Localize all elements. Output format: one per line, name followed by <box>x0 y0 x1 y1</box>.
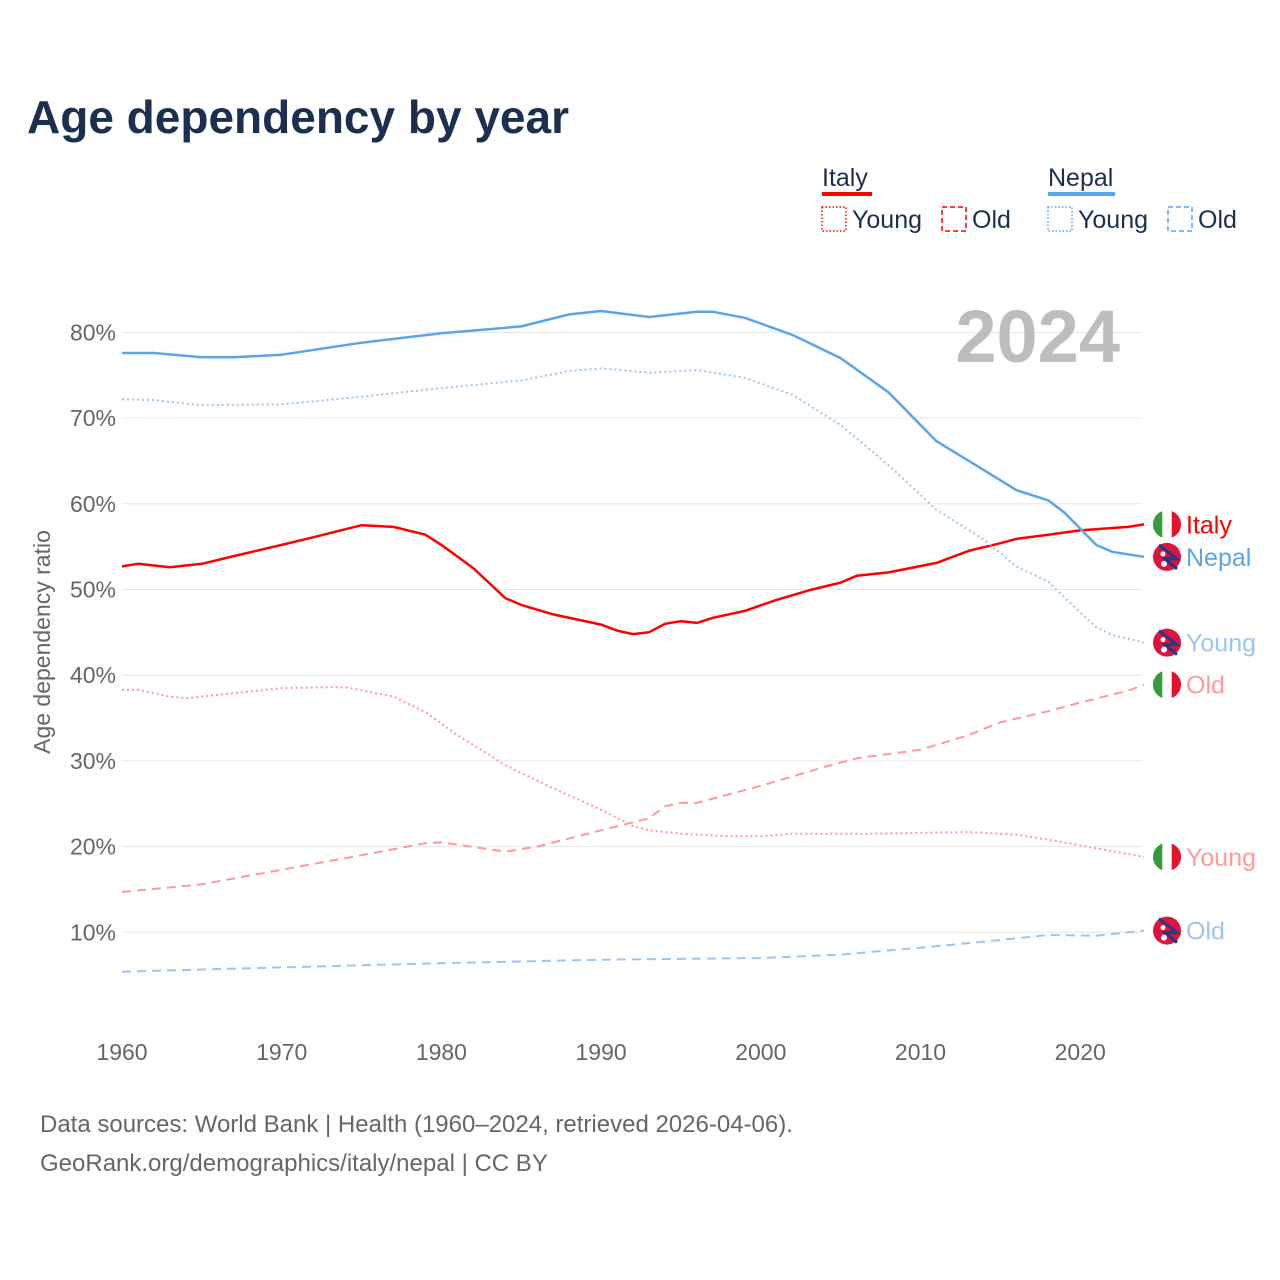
y-tick-label: 20% <box>70 834 116 860</box>
end-label-nepal-old: Old <box>1186 918 1225 946</box>
legend-swatch-young <box>1047 206 1073 232</box>
end-label-italy-old: Old <box>1186 672 1225 700</box>
end-label-italy: Italy <box>1186 511 1232 539</box>
legend-item-italy-old[interactable]: Old <box>972 206 1011 234</box>
series-line-nepal[interactable] <box>122 309 1145 559</box>
x-tick-label: 1970 <box>256 1039 307 1065</box>
y-tick-label: 40% <box>70 662 116 688</box>
x-tick-label: 2010 <box>895 1039 946 1065</box>
legend-item-nepal-young[interactable]: Young <box>1078 206 1148 234</box>
legend-swatch-old <box>1167 206 1193 232</box>
y-tick-label: 10% <box>70 919 116 945</box>
legend-swatch-young <box>821 206 847 232</box>
legend-swatch-old <box>941 206 967 232</box>
year-display: 2024 <box>955 295 1120 378</box>
series-line-italy[interactable] <box>121 523 1145 636</box>
series-line-nepal-old[interactable] <box>121 929 1145 973</box>
x-tick-label: 2020 <box>1055 1039 1106 1065</box>
source-link[interactable]: GeoRank.org/demographics/italy/nepal | C… <box>40 1150 548 1177</box>
y-axis-label: Age dependency ratio <box>29 530 55 754</box>
series-line-nepal-young[interactable] <box>121 367 1145 644</box>
flag-icon-nepal <box>1153 628 1182 657</box>
end-label-nepal: Nepal <box>1186 544 1251 572</box>
flag-icon-italy <box>1152 670 1182 699</box>
series-line-italy-young[interactable] <box>122 686 1145 858</box>
y-tick-label: 50% <box>70 577 116 603</box>
legend-item-italy-young[interactable]: Young <box>852 206 922 234</box>
y-tick-label: 30% <box>70 748 116 774</box>
source-note: Data sources: World Bank | Health (1960–… <box>40 1111 793 1138</box>
x-tick-label: 1990 <box>576 1039 627 1065</box>
x-tick-label: 1960 <box>96 1039 147 1065</box>
flag-icon-nepal <box>1153 916 1182 945</box>
end-label-italy-young: Young <box>1186 844 1256 872</box>
legend-group-nepal: Nepal <box>1048 164 1113 192</box>
y-tick-label: 80% <box>70 319 116 345</box>
flag-icon-italy <box>1152 510 1182 539</box>
legend-group-italy: Italy <box>822 164 868 192</box>
flag-icon-italy <box>1152 842 1182 871</box>
x-tick-label: 2000 <box>735 1039 786 1065</box>
end-label-nepal-young: Young <box>1186 630 1256 658</box>
flag-icon-nepal <box>1153 542 1182 571</box>
legend[interactable]: Italy Young Old Nepal Young Old <box>821 164 1237 234</box>
y-tick-label: 70% <box>70 405 116 431</box>
legend-item-nepal-old[interactable]: Old <box>1198 206 1237 234</box>
y-tick-label: 60% <box>70 491 116 517</box>
chart-title: Age dependency by year <box>27 91 569 143</box>
series-line-italy-old[interactable] <box>121 683 1145 893</box>
x-tick-label: 1980 <box>416 1039 467 1065</box>
